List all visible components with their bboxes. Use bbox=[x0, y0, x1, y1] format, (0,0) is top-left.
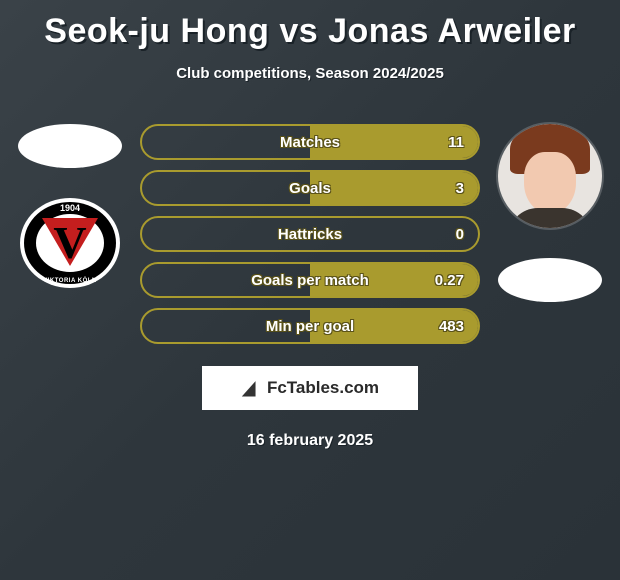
date-footer: 16 february 2025 bbox=[0, 432, 620, 450]
club-logo-letter: V bbox=[20, 220, 120, 266]
club-logo-name: VIKTORIA KÖLN bbox=[20, 278, 120, 284]
stat-right-value: 3 bbox=[456, 180, 464, 197]
stat-label: Goals per match bbox=[142, 272, 478, 289]
stat-label: Goals bbox=[142, 180, 478, 197]
player-right-avatar bbox=[498, 124, 602, 228]
stat-right-value: 11 bbox=[448, 134, 464, 151]
stat-row: Goals3 bbox=[140, 170, 480, 206]
comparison-row: V 1904 VIKTORIA KÖLN Matches11 Goals3 Hatt… bbox=[0, 124, 620, 344]
club-logo-year: 1904 bbox=[20, 203, 120, 213]
stats-column: Matches11 Goals3 Hattricks0 Goals per match… bbox=[130, 124, 490, 344]
stat-right-value: 483 bbox=[439, 318, 464, 335]
player-left-avatar bbox=[18, 124, 122, 168]
stat-label: Hattricks bbox=[142, 226, 478, 243]
attribution-chart-icon bbox=[241, 377, 263, 399]
attribution-box: FcTables.com bbox=[202, 366, 418, 410]
stat-label: Min per goal bbox=[142, 318, 478, 335]
subtitle: Club competitions, Season 2024/2025 bbox=[0, 65, 620, 82]
stat-row: Goals per match0.27 bbox=[140, 262, 480, 298]
player-right-column bbox=[490, 124, 610, 302]
stat-row: Min per goal483 bbox=[140, 308, 480, 344]
stat-row: Hattricks0 bbox=[140, 216, 480, 252]
player-left-club-logo: V 1904 VIKTORIA KÖLN bbox=[20, 198, 120, 288]
page-title: Seok-ju Hong vs Jonas Arweiler bbox=[0, 0, 620, 51]
attribution-text: FcTables.com bbox=[267, 378, 379, 398]
player-left-column: V 1904 VIKTORIA KÖLN bbox=[10, 124, 130, 288]
stat-row: Matches11 bbox=[140, 124, 480, 160]
player-right-club-logo bbox=[498, 258, 602, 302]
stat-label: Matches bbox=[142, 134, 478, 151]
stat-right-value: 0.27 bbox=[435, 272, 464, 289]
stat-right-value: 0 bbox=[456, 226, 464, 243]
